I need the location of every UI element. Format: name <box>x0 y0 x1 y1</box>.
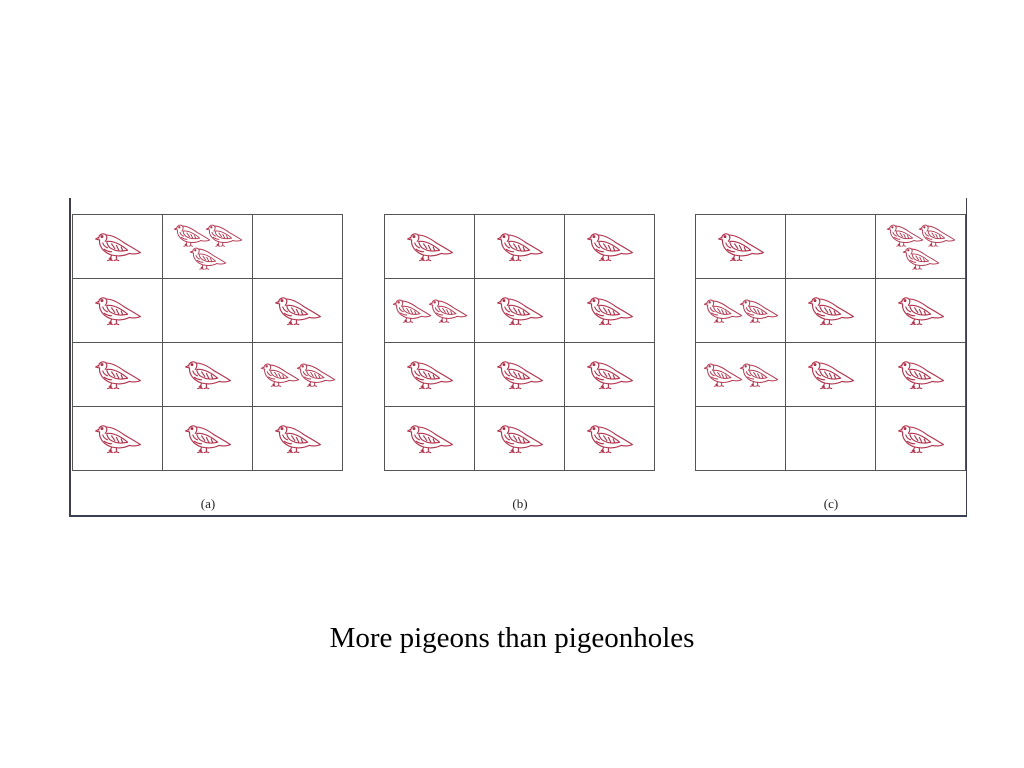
pigeon-icon <box>496 422 544 456</box>
pigeon-icon <box>897 294 945 328</box>
pigeon-icon <box>586 422 634 456</box>
pigeon-icon <box>406 358 454 392</box>
pigeonhole-cell <box>876 407 966 471</box>
pigeon-icon <box>94 230 142 264</box>
pigeon-icon <box>496 358 544 392</box>
pigeonhole-cell <box>385 343 475 407</box>
pigeon-icon <box>897 358 945 392</box>
pigeon-icon <box>392 296 432 326</box>
panel-label-c: (c) <box>823 496 839 511</box>
pigeonhole-grid-c <box>695 214 966 471</box>
pigeonhole-cell <box>73 407 163 471</box>
pigeon-icon <box>189 245 227 272</box>
pigeonhole-cell <box>565 407 655 471</box>
pigeon-icon <box>703 360 743 390</box>
pigeon-icon <box>703 296 743 326</box>
pigeon-icon <box>406 230 454 264</box>
pigeonhole-cell <box>253 407 343 471</box>
pigeonhole-cell <box>73 215 163 279</box>
pigeonhole-grid-b <box>384 214 655 471</box>
pigeon-icon <box>94 422 142 456</box>
pigeonhole-cell <box>876 215 966 279</box>
pigeonhole-cell <box>786 407 876 471</box>
pigeonhole-cell <box>565 279 655 343</box>
pigeonhole-cell <box>786 215 876 279</box>
pigeonhole-cell <box>163 279 253 343</box>
pigeon-icon <box>586 294 634 328</box>
panel-b: (b) <box>384 214 655 511</box>
pigeonhole-cell <box>786 343 876 407</box>
pigeonhole-cell <box>565 215 655 279</box>
pigeonhole-cell <box>163 215 253 279</box>
pigeonhole-cell <box>385 279 475 343</box>
pigeon-icon <box>739 296 779 326</box>
panel-c: (c) <box>695 214 966 511</box>
pigeonhole-cell <box>163 343 253 407</box>
pigeonhole-cell <box>475 279 565 343</box>
pigeon-icon <box>296 360 336 390</box>
pigeonhole-cell <box>253 215 343 279</box>
pigeonhole-figure: (a) (b) (c) <box>69 198 967 517</box>
pigeonhole-cell <box>73 343 163 407</box>
pigeonhole-grid-a <box>72 214 343 471</box>
pigeon-icon <box>586 230 634 264</box>
slide-caption: More pigeons than pigeonholes <box>329 622 695 654</box>
pigeon-icon <box>807 294 855 328</box>
pigeonhole-cell <box>696 215 786 279</box>
panel-a: (a) <box>72 214 343 511</box>
pigeon-icon <box>406 422 454 456</box>
pigeon-icon <box>260 360 300 390</box>
pigeonhole-cell <box>385 215 475 279</box>
pigeonhole-cell <box>876 343 966 407</box>
pigeon-icon <box>807 358 855 392</box>
pigeonhole-cell <box>876 279 966 343</box>
pigeon-icon <box>902 245 940 272</box>
pigeon-icon <box>496 294 544 328</box>
panel-label-a: (a) <box>200 496 216 511</box>
pigeon-icon <box>717 230 765 264</box>
pigeon-icon <box>274 294 322 328</box>
pigeon-icon <box>94 294 142 328</box>
pigeon-icon <box>586 358 634 392</box>
pigeonhole-cell <box>163 407 253 471</box>
pigeonhole-cell <box>565 343 655 407</box>
pigeonhole-cell <box>696 279 786 343</box>
panel-label-b: (b) <box>512 496 528 511</box>
pigeonhole-cell <box>696 343 786 407</box>
pigeon-icon <box>274 422 322 456</box>
pigeonhole-cell <box>475 343 565 407</box>
pigeon-icon <box>739 360 779 390</box>
pigeon-icon <box>184 358 232 392</box>
pigeonhole-cell <box>73 279 163 343</box>
pigeonhole-cell <box>253 279 343 343</box>
pigeonhole-cell <box>475 215 565 279</box>
pigeonhole-cell <box>385 407 475 471</box>
pigeonhole-cell <box>253 343 343 407</box>
pigeon-icon <box>184 422 232 456</box>
pigeon-icon <box>94 358 142 392</box>
pigeon-icon <box>496 230 544 264</box>
pigeonhole-cell <box>696 407 786 471</box>
pigeon-icon <box>897 422 945 456</box>
pigeon-icon <box>428 296 468 326</box>
pigeonhole-cell <box>786 279 876 343</box>
pigeonhole-cell <box>475 407 565 471</box>
